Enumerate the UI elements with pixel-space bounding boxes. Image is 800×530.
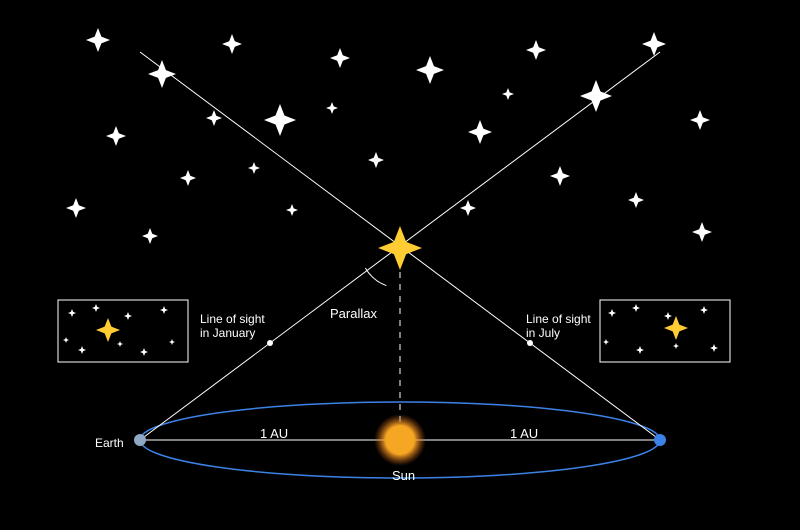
- sun-core: [386, 426, 414, 454]
- target-star: [378, 226, 422, 270]
- background-stars: [66, 28, 712, 244]
- earth-july: [654, 434, 666, 446]
- parallax-arc: [365, 268, 386, 286]
- view-box-july: [600, 300, 730, 362]
- view-box-january: [58, 300, 188, 362]
- parallax-diagram: [0, 0, 800, 530]
- earth-january: [134, 434, 146, 446]
